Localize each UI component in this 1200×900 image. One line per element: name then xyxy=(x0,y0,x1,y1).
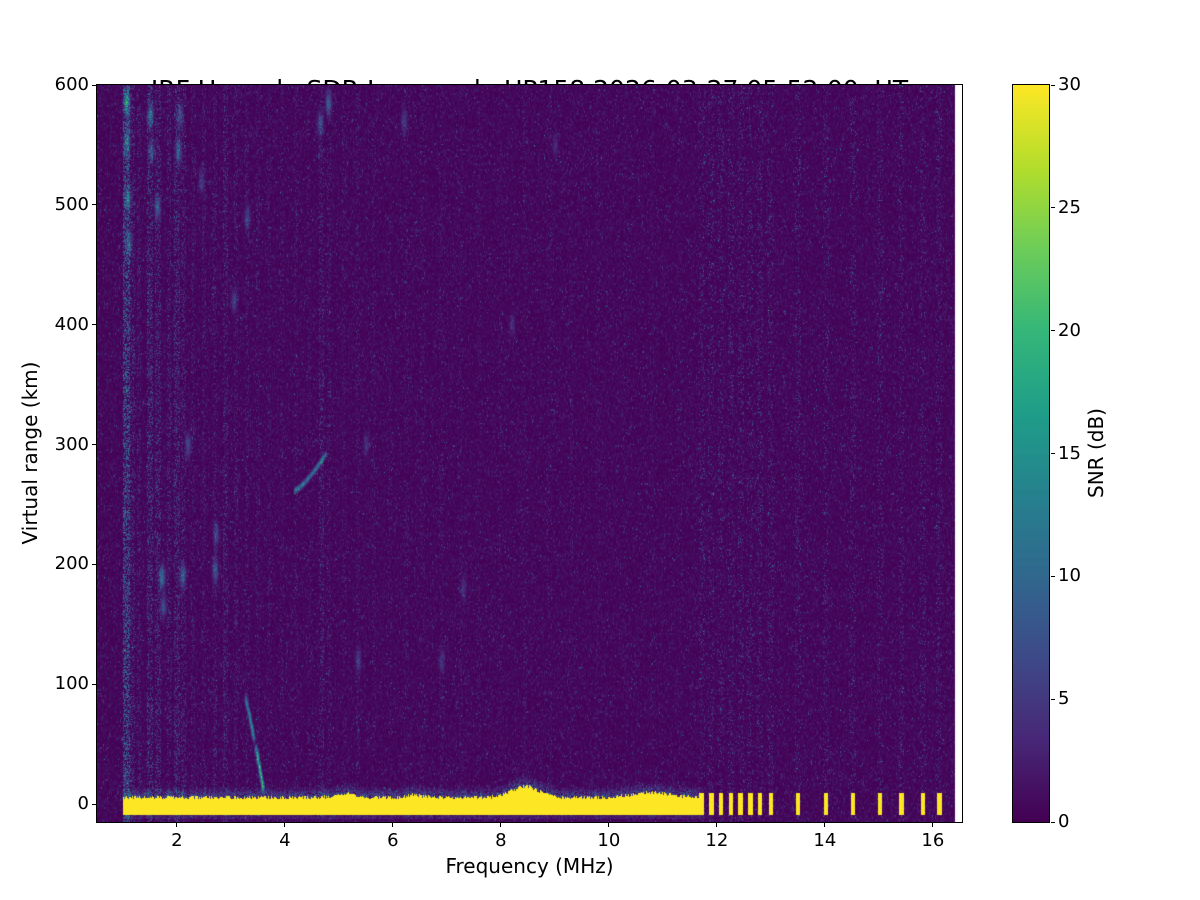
colorbar-tick-mark xyxy=(1051,330,1055,332)
y-tick-label: 500 xyxy=(54,193,89,215)
x-tick-mark xyxy=(176,823,178,827)
colorbar xyxy=(1012,84,1050,823)
x-tick-label: 2 xyxy=(171,830,183,851)
colorbar-tick-label: 15 xyxy=(1058,442,1081,464)
colorbar-tick-label: 20 xyxy=(1058,319,1081,341)
x-axis-label: Frequency (MHz) xyxy=(445,854,614,878)
x-tick-mark xyxy=(392,823,394,827)
x-tick-mark xyxy=(716,823,718,827)
x-tick-label: 12 xyxy=(705,830,729,851)
x-tick-label: 14 xyxy=(813,830,837,851)
colorbar-tick-mark xyxy=(1051,698,1055,700)
colorbar-tick-label: 5 xyxy=(1058,688,1070,710)
plot-area xyxy=(96,84,963,823)
colorbar-tick-mark xyxy=(1051,575,1055,577)
y-tick-label: 300 xyxy=(54,433,89,455)
y-tick-mark xyxy=(92,84,96,86)
y-tick-mark xyxy=(92,683,96,685)
y-tick-label: 600 xyxy=(54,74,89,95)
colorbar-tick-label: 0 xyxy=(1058,811,1070,832)
x-tick-mark xyxy=(500,823,502,827)
x-tick-mark xyxy=(284,823,286,827)
colorbar-tick-mark xyxy=(1051,207,1055,209)
x-tick-label: 8 xyxy=(495,830,507,851)
colorbar-gradient xyxy=(1013,85,1049,822)
colorbar-tick-mark xyxy=(1051,821,1055,823)
y-tick-label: 0 xyxy=(77,793,89,815)
x-tick-mark xyxy=(608,823,610,827)
x-tick-label: 16 xyxy=(921,830,945,851)
y-tick-mark xyxy=(92,444,96,445)
colorbar-tick-mark xyxy=(1051,453,1055,454)
colorbar-tick-label: 10 xyxy=(1058,565,1081,587)
x-tick-label: 6 xyxy=(387,830,399,851)
x-tick-label: 4 xyxy=(279,830,291,851)
y-tick-label: 400 xyxy=(54,313,89,335)
x-tick-label: 10 xyxy=(597,830,621,851)
colorbar-tick-mark xyxy=(1051,84,1055,86)
y-tick-mark xyxy=(92,324,96,326)
y-tick-mark xyxy=(92,204,96,206)
y-tick-mark xyxy=(92,563,96,565)
x-tick-mark xyxy=(932,823,934,827)
x-tick-mark xyxy=(824,823,826,827)
y-axis-label: Virtual range (km) xyxy=(18,361,42,545)
colorbar-tick-label: 30 xyxy=(1058,74,1081,95)
y-tick-label: 100 xyxy=(54,673,89,695)
y-tick-label: 200 xyxy=(54,553,89,575)
y-tick-mark xyxy=(92,803,96,805)
ionogram-heatmap xyxy=(97,85,962,822)
colorbar-tick-label: 25 xyxy=(1058,196,1081,218)
